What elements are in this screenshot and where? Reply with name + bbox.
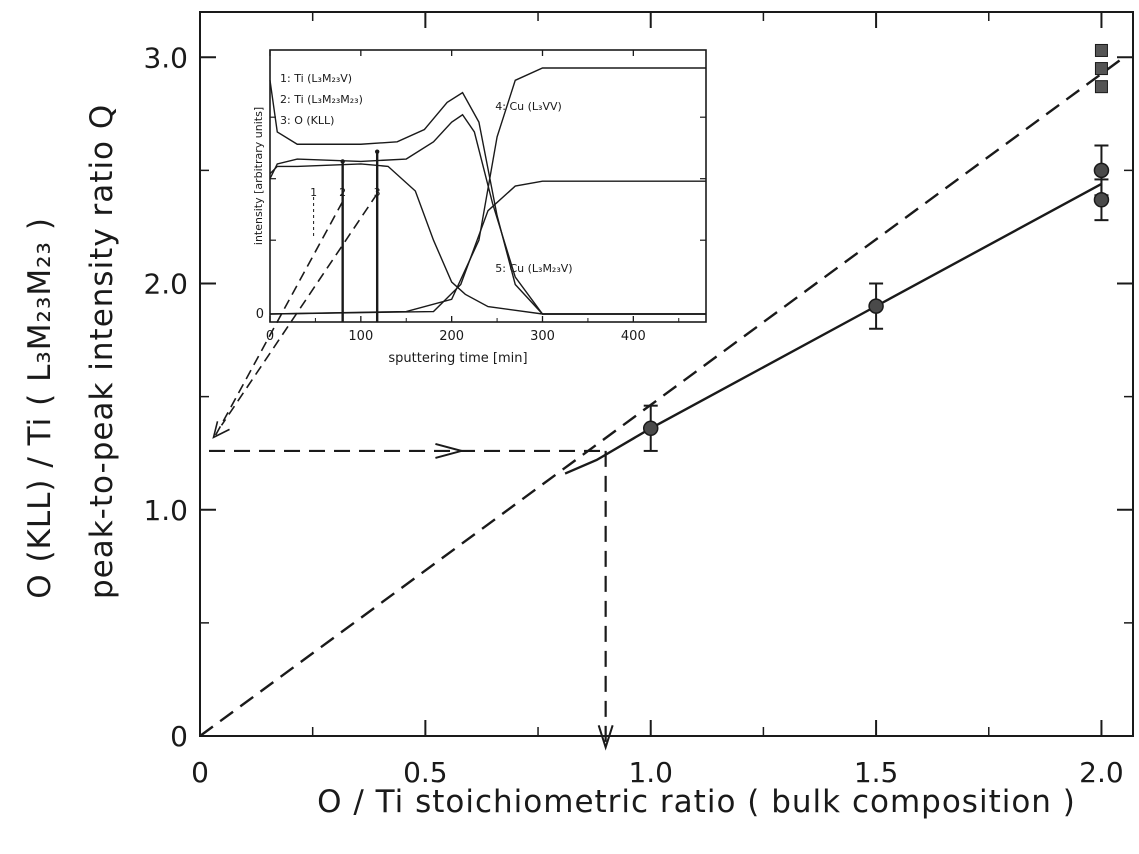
data-point-circle bbox=[868, 298, 884, 314]
inset-curve-1 bbox=[269, 67, 706, 315]
data-point-circle bbox=[1093, 192, 1110, 208]
inset-curve-4 bbox=[269, 113, 706, 315]
data-point-square bbox=[1094, 80, 1108, 94]
y-tick-label: 3.0 bbox=[143, 41, 188, 74]
inset-x-axis-title: sputtering time [min] bbox=[388, 351, 527, 366]
x-tick-label: 1.5 bbox=[854, 756, 899, 789]
data-point-circle bbox=[1093, 162, 1110, 179]
y-axis-title-line2: peak-to-peak intensity ratio Q bbox=[84, 104, 120, 599]
inset-link-arrow bbox=[214, 201, 344, 436]
inset-link-arrow bbox=[220, 193, 378, 426]
inset-legend-entry: 2: Ti (L₃M₂₃M₂₃) bbox=[280, 93, 363, 106]
inset-curve-2 bbox=[269, 180, 706, 315]
inset-y-origin-label: 0 bbox=[256, 307, 264, 322]
x-tick-label: 1.0 bbox=[628, 756, 673, 789]
guide-arrow-down bbox=[597, 725, 614, 751]
inset-y-axis-title: intensity [arbitrary units] bbox=[252, 107, 265, 245]
data-point-circle bbox=[642, 420, 659, 437]
inset-link-arrowhead bbox=[212, 421, 230, 439]
inset-drop-point bbox=[340, 159, 345, 164]
inset-x-tick-label: 400 bbox=[621, 329, 646, 344]
data-point-square bbox=[1094, 62, 1108, 76]
y-tick-label: 1.0 bbox=[143, 494, 188, 527]
x-tick-label: 2.0 bbox=[1079, 756, 1124, 789]
y-tick-label: 0 bbox=[170, 720, 188, 753]
inset-legend-entry: 3: O (KLL) bbox=[280, 114, 334, 127]
x-axis-title: O / Ti stoichiometric ratio ( bulk compo… bbox=[317, 784, 1076, 820]
y-tick-label: 2.0 bbox=[143, 268, 188, 301]
plot-frame bbox=[199, 11, 1134, 737]
stoichiometric-dashed-line bbox=[199, 56, 1125, 737]
inset-x-tick-label: 100 bbox=[348, 329, 373, 344]
inset-curve-5 bbox=[269, 163, 706, 315]
inset-curve-3 bbox=[269, 80, 706, 315]
inset-legend-entry: 1: Ti (L₃M₂₃V) bbox=[280, 72, 352, 85]
inset-x-tick-label: 300 bbox=[530, 329, 555, 344]
inset-x-tick-label: 200 bbox=[439, 329, 464, 344]
main-plot: 0 0.5 1.0 1.5 2.0 0 1.0 2.0 3.0 O / Ti stoichiome… bbox=[22, 11, 1134, 820]
inset-marker-label: 1 bbox=[310, 186, 317, 199]
x-tick-label: 0.5 bbox=[403, 756, 448, 789]
y-axis-title-line1: O (KLL) / Ti ( L₃M₂₃M₂₃ ) bbox=[22, 217, 58, 599]
guide-arrow-right bbox=[435, 442, 466, 459]
inset-series-label: 5: Cu (L₃M₂₃V) bbox=[495, 262, 572, 275]
x-tick-label: 0 bbox=[191, 756, 209, 789]
inset-drop-point bbox=[374, 149, 380, 154]
data-point-square bbox=[1094, 43, 1108, 57]
inset-series-label: 4: Cu (L₃VV) bbox=[495, 100, 562, 113]
